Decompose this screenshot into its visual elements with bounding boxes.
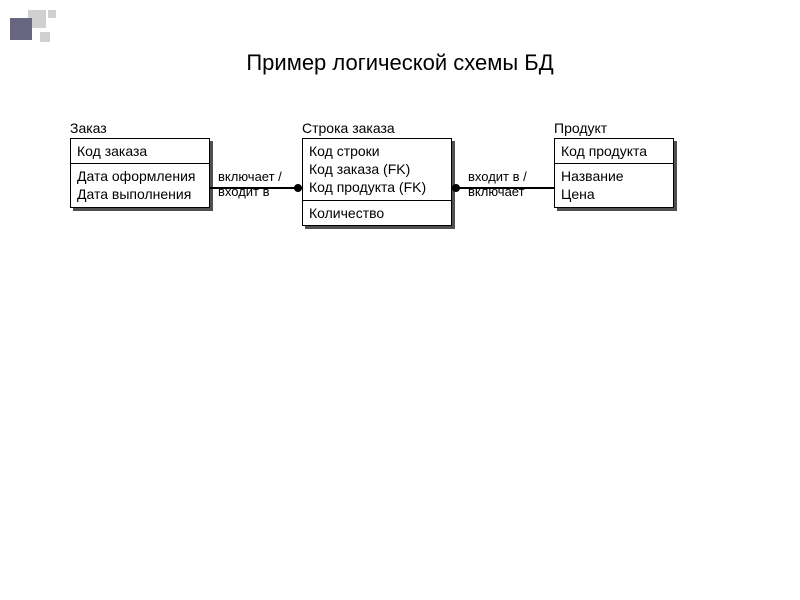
pk-field: Код строки — [309, 142, 445, 160]
er-diagram: Заказ Код заказа Дата оформления Дата вы… — [70, 120, 730, 290]
pk-field: Код продукта — [561, 142, 667, 160]
attr-field: Количество — [309, 204, 445, 222]
relation-label: входит в / включает — [468, 170, 527, 200]
entity-orderline-pk: Код строки Код заказа (FK) Код продукта … — [303, 139, 451, 201]
attr-field: Название — [561, 167, 667, 185]
relation-label-bottom: входит в — [218, 185, 282, 200]
relation-label-top: входит в / — [468, 170, 527, 185]
entity-product: Код продукта Название Цена — [554, 138, 674, 208]
entity-orderline: Код строки Код заказа (FK) Код продукта … — [302, 138, 452, 226]
entity-order-title: Заказ — [70, 120, 107, 136]
pk-field: Код продукта (FK) — [309, 178, 445, 196]
entity-product-title: Продукт — [554, 120, 607, 136]
attr-field: Цена — [561, 185, 667, 203]
entity-orderline-attrs: Количество — [303, 201, 451, 225]
entity-order-pk: Код заказа — [71, 139, 209, 164]
page-title: Пример логической схемы БД — [0, 50, 800, 76]
entity-product-pk: Код продукта — [555, 139, 673, 164]
relation-dot-icon — [452, 184, 460, 192]
pk-field: Код заказа — [77, 142, 203, 160]
attr-field: Дата оформления — [77, 167, 203, 185]
relation-label: включает / входит в — [218, 170, 282, 200]
entity-order-attrs: Дата оформления Дата выполнения — [71, 164, 209, 206]
relation-label-bottom: включает — [468, 185, 527, 200]
entity-product-attrs: Название Цена — [555, 164, 673, 206]
attr-field: Дата выполнения — [77, 185, 203, 203]
entity-order: Код заказа Дата оформления Дата выполнен… — [70, 138, 210, 208]
entity-orderline-title: Строка заказа — [302, 120, 395, 136]
relation-label-top: включает / — [218, 170, 282, 185]
relation-dot-icon — [294, 184, 302, 192]
pk-field: Код заказа (FK) — [309, 160, 445, 178]
